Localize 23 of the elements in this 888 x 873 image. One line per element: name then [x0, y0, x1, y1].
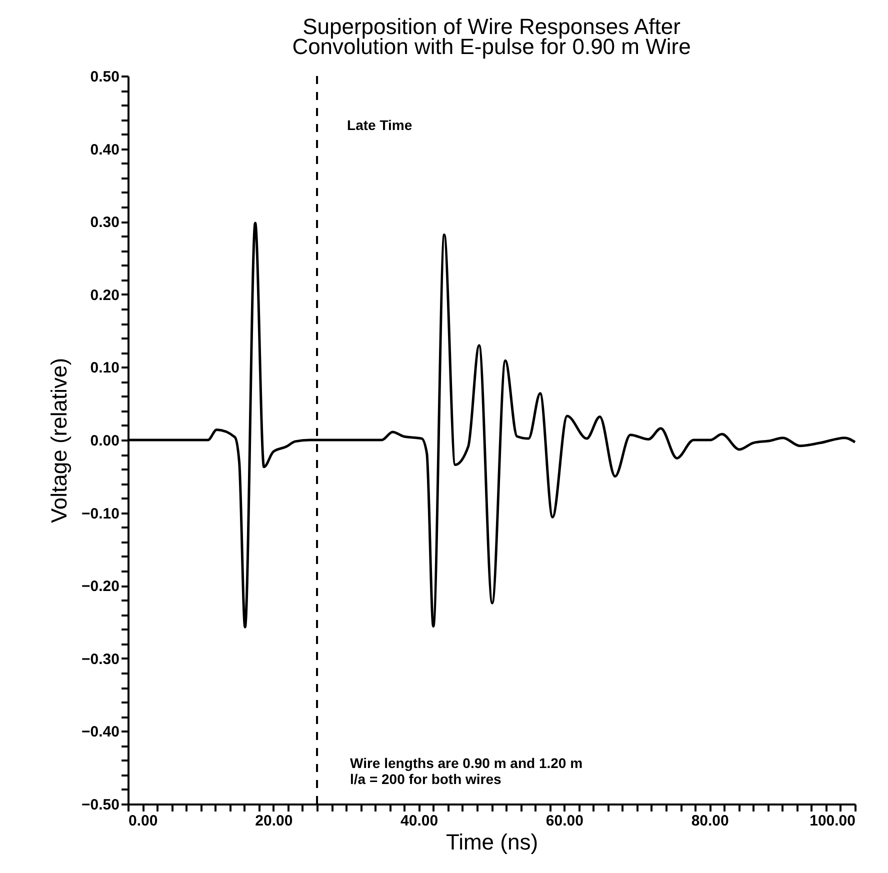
y-tick-label: 0.30 [90, 214, 120, 232]
annotation: l/a = 200 for both wires [350, 771, 502, 787]
x-tick-label: 40.00 [400, 812, 438, 830]
y-tick-label: −0.20 [82, 578, 120, 596]
x-tick-label: 20.00 [255, 812, 293, 830]
x-tick-label: 60.00 [546, 812, 584, 830]
y-tick-label: −0.10 [82, 505, 120, 522]
y-tick-label: 0.40 [90, 141, 120, 158]
x-tick-label: 0.00 [128, 812, 158, 830]
x-tick-label: 100.00 [810, 812, 856, 830]
y-tick-label: 0.00 [90, 432, 120, 450]
x-tick-label: 80.00 [691, 812, 729, 830]
x-axis-title: Time (ns) [446, 830, 538, 854]
y-tick-label: −0.50 [82, 796, 120, 814]
ref-line-label: Late Time [347, 117, 412, 133]
annotation: Wire lengths are 0.90 m and 1.20 m [350, 755, 583, 771]
y-tick-label: 0.20 [90, 286, 120, 304]
y-tick-label: −0.40 [82, 724, 120, 741]
y-tick-label: 0.50 [90, 68, 120, 86]
y-axis-title: Voltage (relative) [46, 358, 72, 524]
y-tick-label: 0.10 [90, 360, 120, 377]
chart-title: Superposition of Wire Responses After Convolution with E-pulse for 0.90 m Wire [292, 14, 691, 59]
y-tick-label: −0.30 [82, 650, 120, 668]
